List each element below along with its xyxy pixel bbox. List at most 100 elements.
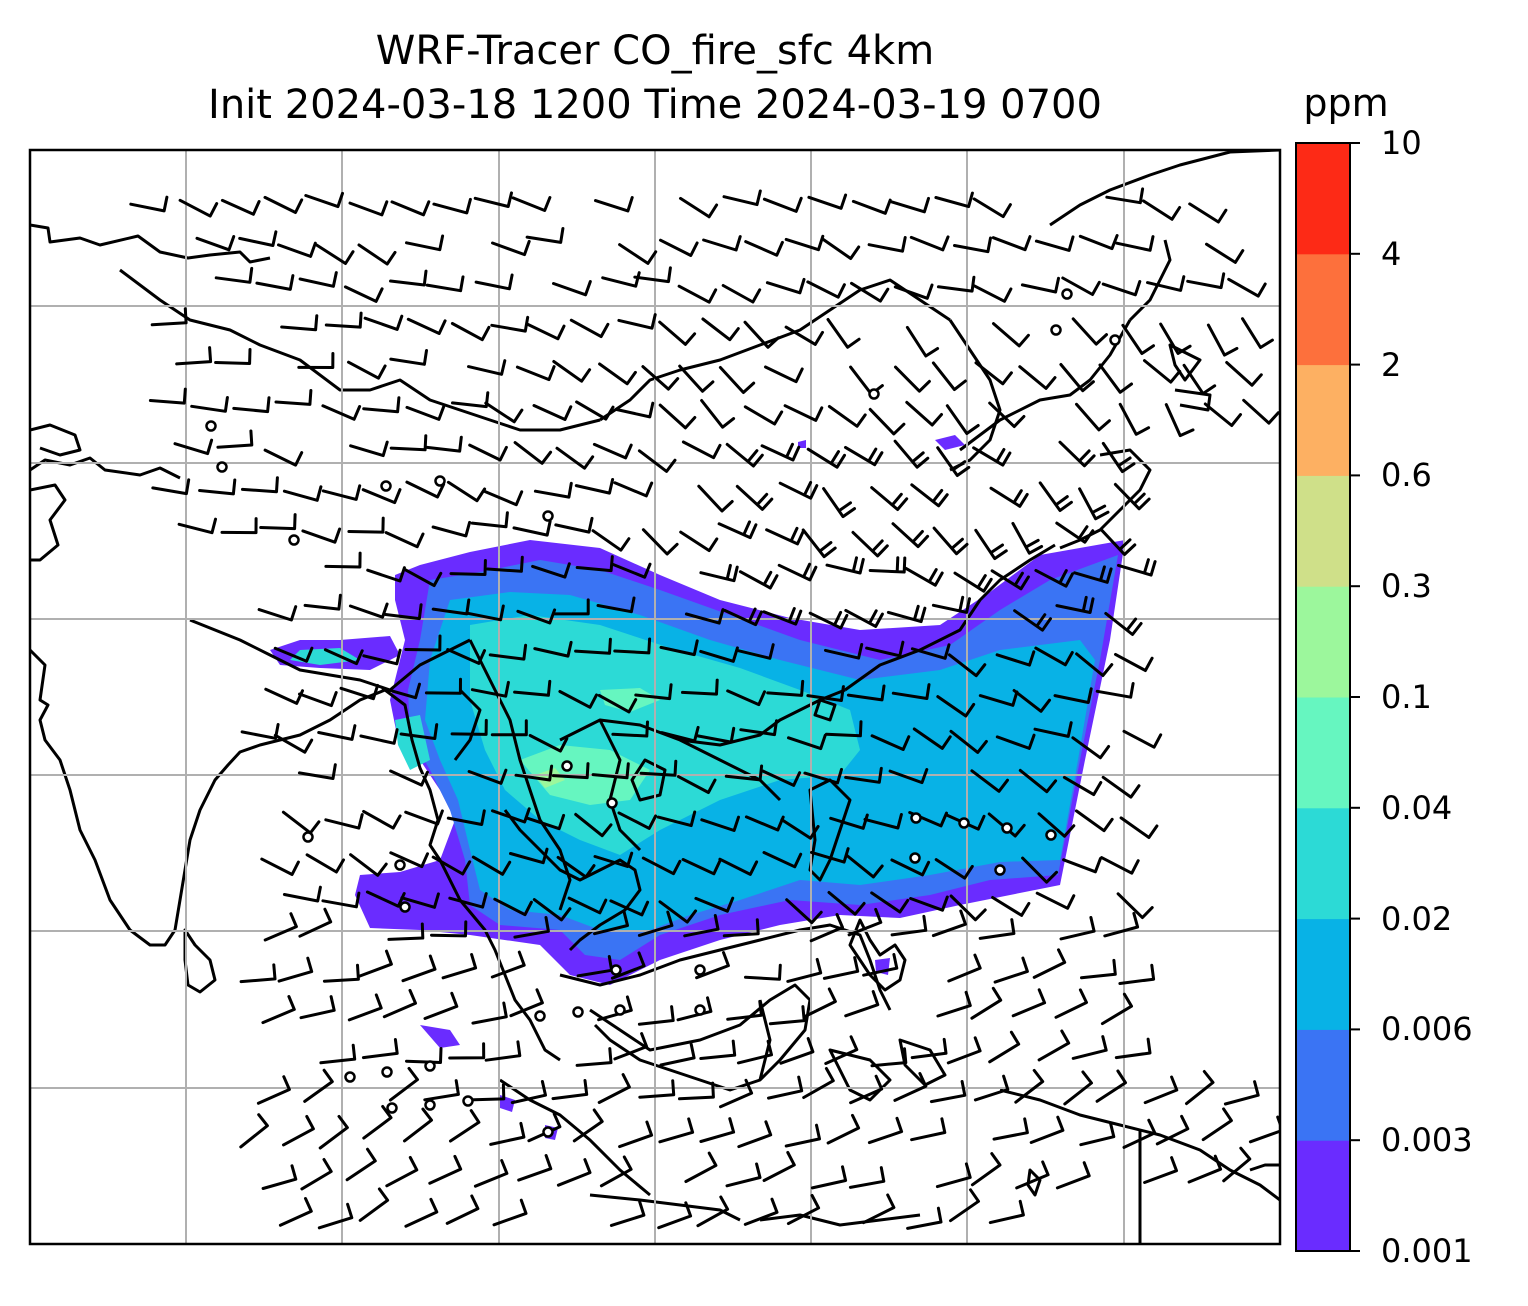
wind-barb-icon xyxy=(297,352,335,369)
wind-barb-icon xyxy=(405,234,445,252)
wind-barb-icon xyxy=(679,530,719,553)
wind-barb-icon xyxy=(303,593,342,611)
wind-barb-icon xyxy=(762,851,803,869)
colorbar-tick-label: 0.3 xyxy=(1381,567,1432,606)
wind-barb-icon xyxy=(656,810,697,828)
calm-circle-icon xyxy=(542,1126,554,1138)
calm-circle-icon xyxy=(606,797,618,809)
wind-barb-icon xyxy=(471,855,512,876)
wind-barb-icon xyxy=(936,695,976,718)
wind-barb-icon xyxy=(637,910,674,937)
wind-barb-icon xyxy=(974,528,1008,561)
wind-barb-icon xyxy=(1071,736,1111,760)
colorbar-segment xyxy=(1296,1029,1350,1141)
wind-barb-icon xyxy=(558,690,598,709)
wind-barb-icon xyxy=(551,762,590,780)
wind-barb-icon xyxy=(1164,403,1195,438)
wind-barb-icon xyxy=(637,449,677,473)
wind-barb-icon xyxy=(910,643,951,660)
wind-barb-icon xyxy=(491,807,531,824)
wind-barb-icon xyxy=(1058,440,1096,468)
wind-barb-icon xyxy=(513,916,550,939)
wind-barb-icon xyxy=(824,643,864,660)
wind-barb-icon xyxy=(699,1039,737,1060)
wind-barb-icon xyxy=(273,733,314,754)
wind-barb-icon xyxy=(1078,234,1119,251)
wind-barb-icon xyxy=(1203,402,1242,427)
wind-barb-icon xyxy=(1018,365,1057,390)
plume-level-0001 xyxy=(420,1025,460,1048)
wind-barb-icon xyxy=(601,271,641,288)
colorbar-unit: ppm xyxy=(1303,81,1389,125)
calm-circle-icon xyxy=(380,480,392,492)
wind-barb-icon xyxy=(1241,317,1274,349)
wind-barb-icon xyxy=(198,478,237,496)
wind-barb-icon xyxy=(786,1194,821,1226)
wind-barb-icon xyxy=(638,1079,676,1099)
wind-barb-icon xyxy=(826,318,861,349)
colorbar xyxy=(1295,142,1360,1252)
wind-barb-icon xyxy=(424,435,463,453)
wind-barb-icon xyxy=(432,197,472,215)
wind-barb-icon xyxy=(273,646,314,663)
wind-barb-icon xyxy=(305,853,345,874)
wind-barb-icon xyxy=(719,1078,754,1109)
wind-barb-icon xyxy=(617,313,657,330)
wind-barb-icon xyxy=(533,481,573,499)
calm-circle-icon xyxy=(910,812,922,824)
wind-barb-icon xyxy=(1053,687,1093,704)
wind-barb-icon xyxy=(446,809,486,826)
wind-barb-icon xyxy=(862,953,899,977)
wind-barb-icon xyxy=(995,733,1036,750)
wind-barb-icon xyxy=(441,953,478,980)
wind-barb-icon xyxy=(978,690,1019,707)
wind-barb-icon xyxy=(593,851,634,868)
wind-barb-icon xyxy=(278,1197,313,1227)
wind-barb-icon xyxy=(696,1195,730,1228)
wind-barb-icon xyxy=(1115,235,1155,252)
wind-barb-icon xyxy=(618,243,658,265)
wind-barb-icon xyxy=(322,963,360,983)
wind-barb-icon xyxy=(1099,528,1137,556)
wind-barb-icon xyxy=(512,519,552,537)
wind-barb-icon xyxy=(801,528,837,559)
wind-barb-icon xyxy=(786,957,823,983)
wind-barb-icon xyxy=(634,683,673,701)
wind-barb-icon xyxy=(909,895,949,912)
title-line-1: WRF-Tracer CO_fire_sfc 4km xyxy=(375,28,935,74)
wind-barb-icon xyxy=(448,892,488,909)
wind-barb-icon xyxy=(389,851,429,869)
wind-barb-icon xyxy=(824,720,863,738)
wind-barb-icon xyxy=(1073,565,1113,584)
wind-barb-icon xyxy=(598,362,637,386)
wind-barb-icon xyxy=(489,1121,526,1146)
wind-barb-icon xyxy=(949,729,988,754)
wind-barb-icon xyxy=(1185,1070,1215,1106)
wind-barb-icon xyxy=(1146,275,1186,292)
wind-barb-icon xyxy=(1141,199,1182,221)
wind-barb-icon xyxy=(591,529,631,552)
wind-barb-icon xyxy=(721,284,762,304)
wind-barb-icon xyxy=(1222,1146,1252,1183)
wind-barb-icon xyxy=(722,918,760,938)
wind-barb-icon xyxy=(597,693,638,714)
wind-barb-icon xyxy=(389,349,428,366)
wind-barb-icon xyxy=(894,365,931,393)
wind-barb-icon xyxy=(525,322,566,341)
wind-barb-icon xyxy=(323,648,364,666)
wind-barb-icon xyxy=(315,243,355,265)
wind-barb-icon xyxy=(807,193,848,210)
wind-barb-icon xyxy=(701,317,740,342)
wind-barb-icon xyxy=(1020,276,1060,294)
wind-barb-icon xyxy=(978,918,1016,940)
wind-barb-icon xyxy=(425,275,465,293)
wind-barb-icon xyxy=(1029,1115,1065,1144)
wind-barb-icon xyxy=(150,307,188,327)
wind-barb-icon xyxy=(298,271,338,288)
wind-barb-icon xyxy=(574,637,612,655)
wind-barb-icon xyxy=(1155,1114,1190,1146)
colorbar-tick-label: 0.003 xyxy=(1381,1121,1473,1160)
wind-barb-icon xyxy=(778,481,819,500)
wind-barb-icon xyxy=(256,1075,291,1105)
wind-barb-icon xyxy=(1054,988,1088,1019)
